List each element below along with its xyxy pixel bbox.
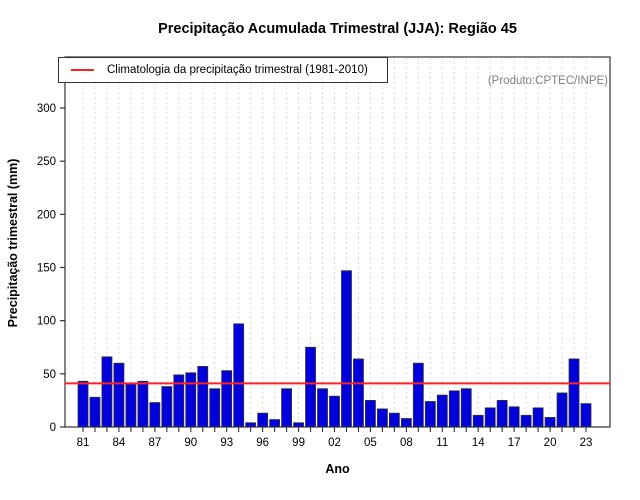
bar: [233, 323, 245, 428]
bar: [257, 412, 269, 428]
bar: [365, 400, 376, 428]
y-tick-label: 300: [37, 103, 56, 115]
x-axis-label: Ano: [325, 462, 350, 476]
bar: [556, 392, 568, 428]
bar: [400, 418, 412, 428]
bar: [137, 380, 149, 428]
bar: [377, 408, 388, 428]
bar: [77, 380, 89, 428]
x-tick-label: 23: [580, 437, 593, 449]
x-tick-label: 96: [256, 437, 269, 449]
bar: [329, 395, 340, 428]
legend-label: Climatologia da precipitação trimestral …: [107, 64, 368, 76]
bar: [353, 358, 364, 428]
climatology-line-swatch: [71, 69, 94, 71]
bar: [424, 401, 436, 428]
x-tick-label: 81: [77, 437, 90, 449]
bar: [161, 386, 173, 428]
bar: [317, 388, 328, 428]
bar: [281, 388, 292, 428]
bar: [341, 270, 352, 428]
bar: [269, 419, 281, 428]
bar: [436, 394, 448, 428]
bar: [209, 388, 221, 428]
bar: [293, 422, 304, 428]
x-tick-label: 05: [364, 437, 377, 449]
y-tick-label: 50: [43, 369, 56, 381]
bar: [125, 383, 137, 428]
bar: [544, 417, 556, 428]
product-credit-label: (Produto:CPTEC/INPE): [487, 75, 608, 87]
bar: [388, 412, 400, 428]
bar: [580, 403, 592, 428]
bar: [496, 400, 508, 428]
plot-border: [64, 56, 611, 428]
bar: [149, 402, 161, 428]
x-tick-label: 17: [508, 437, 521, 449]
x-tick-label: 02: [328, 437, 341, 449]
y-tick-label: 100: [37, 316, 56, 328]
chart-title: Precipitação Acumulada Trimestral (JJA):…: [158, 21, 517, 37]
y-tick-label: 150: [37, 263, 56, 275]
x-tick-label: 14: [472, 437, 485, 449]
bar: [113, 362, 125, 428]
y-tick-label: 200: [37, 209, 56, 221]
x-tick-label: 20: [544, 437, 557, 449]
bar: [520, 414, 532, 428]
bar: [460, 388, 472, 428]
bar: [221, 370, 233, 428]
x-tick-label: 08: [400, 437, 413, 449]
bar: [532, 407, 544, 428]
bar: [89, 396, 101, 428]
bar: [245, 422, 257, 428]
y-tick-label: 0: [50, 422, 56, 434]
bar: [197, 365, 209, 428]
legend-box: Climatologia da precipitação trimestral …: [58, 57, 388, 83]
x-tick-label: 99: [292, 437, 305, 449]
bar: [472, 414, 484, 428]
x-tick-label: 90: [184, 437, 197, 449]
y-axis-label: Precipitação trimestral (mm): [6, 158, 20, 328]
x-tick-label: 84: [113, 437, 126, 449]
x-tick-label: 11: [436, 437, 448, 449]
x-tick-label: 87: [148, 437, 161, 449]
bar: [484, 407, 496, 428]
bar: [185, 372, 197, 428]
x-tick-label: 93: [220, 437, 233, 449]
bar: [448, 390, 460, 428]
bar: [305, 346, 316, 428]
bar: [568, 358, 580, 428]
bar: [101, 356, 113, 428]
bar: [508, 406, 520, 428]
y-tick-label: 250: [37, 156, 56, 168]
bar: [412, 362, 424, 428]
